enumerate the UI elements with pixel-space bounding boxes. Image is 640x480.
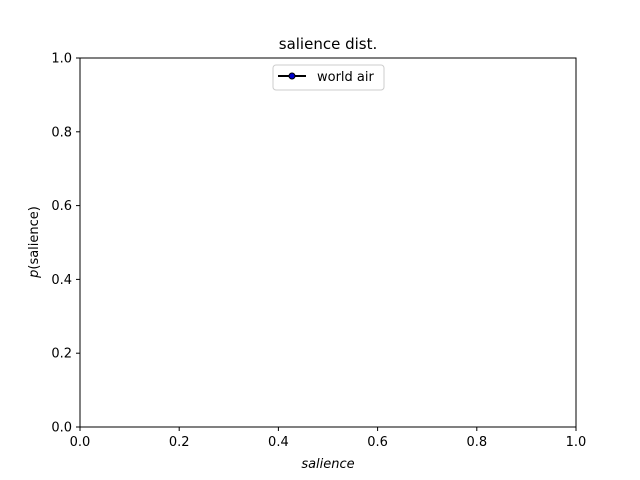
y-axis-label-rest: (salience) xyxy=(27,206,42,270)
x-tick-label: 0.4 xyxy=(268,435,289,450)
x-axis-label: salience xyxy=(301,457,354,472)
y-axis-label: p(salience) xyxy=(27,206,42,279)
y-axis-label-italic: p xyxy=(27,270,42,279)
plot-area xyxy=(79,57,577,428)
legend: world air xyxy=(272,64,385,91)
chart-title: salience dist. xyxy=(279,35,377,53)
x-tick-label: 0.0 xyxy=(70,435,91,450)
y-tick-label: 0.2 xyxy=(51,347,72,362)
x-tick-label: 0.2 xyxy=(169,435,190,450)
y-tick-label: 0.8 xyxy=(51,125,72,140)
x-tick-label: 0.6 xyxy=(367,435,388,450)
x-tick-label: 0.8 xyxy=(466,435,487,450)
y-tick-label: 0.6 xyxy=(51,199,72,214)
x-tick-label: 1.0 xyxy=(566,435,587,450)
y-tick-label: 0.4 xyxy=(51,273,72,288)
x-axis: 0.0 0.2 0.4 0.6 0.8 1.0 xyxy=(70,427,587,450)
legend-entry-world-air: world air xyxy=(317,70,375,85)
legend-box xyxy=(272,64,385,91)
legend-marker-sample xyxy=(288,72,296,80)
y-tick-label: 1.0 xyxy=(51,52,72,67)
y-axis: 0.0 0.2 0.4 0.6 0.8 1.0 xyxy=(51,52,80,436)
y-tick-label: 0.0 xyxy=(51,421,72,436)
